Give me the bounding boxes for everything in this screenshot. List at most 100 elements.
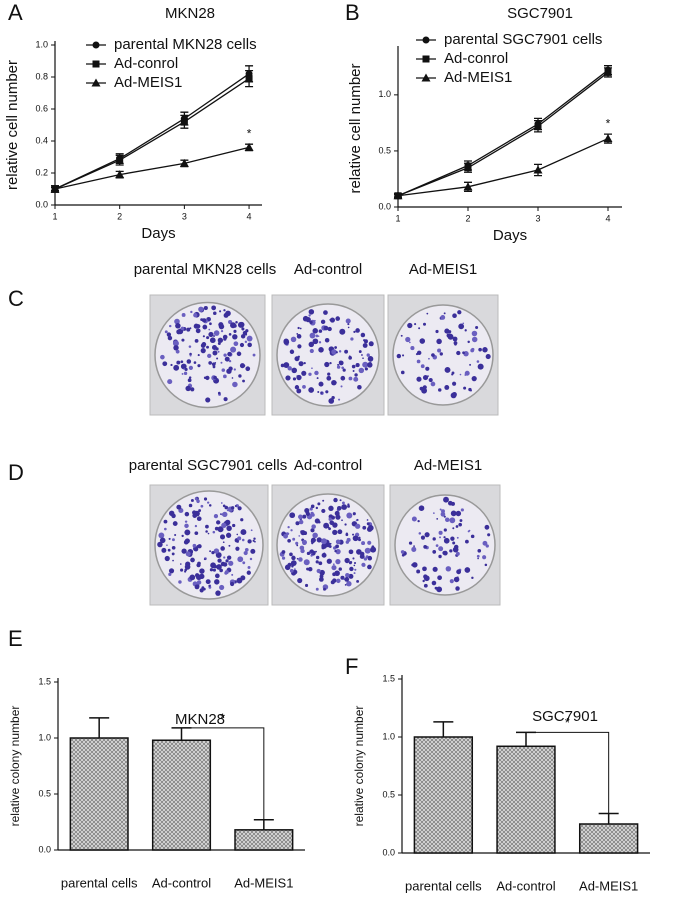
colony bbox=[353, 572, 356, 575]
x-tick-label: 3 bbox=[535, 213, 540, 223]
colony bbox=[413, 545, 415, 547]
colony bbox=[469, 363, 472, 366]
colony bbox=[236, 351, 242, 357]
colony bbox=[202, 324, 208, 330]
colony bbox=[197, 364, 201, 368]
colony bbox=[443, 536, 446, 539]
colony bbox=[455, 525, 459, 528]
colony bbox=[436, 338, 442, 345]
x-tick-label: Ad-MEIS1 bbox=[234, 875, 293, 890]
colony bbox=[171, 552, 175, 556]
colony bbox=[184, 538, 190, 544]
panel-label: A bbox=[8, 0, 23, 25]
colony bbox=[340, 385, 343, 388]
colony bbox=[311, 524, 316, 529]
marker bbox=[422, 36, 430, 44]
colony bbox=[315, 550, 317, 553]
y-tick-label: 0.2 bbox=[35, 167, 48, 177]
marker bbox=[245, 75, 253, 83]
colony bbox=[183, 368, 186, 370]
colony bbox=[437, 348, 442, 353]
colony bbox=[220, 546, 225, 551]
colony bbox=[296, 388, 302, 394]
colony bbox=[348, 376, 353, 381]
colony bbox=[210, 562, 216, 569]
colony bbox=[306, 567, 309, 571]
photo-caption: Ad-MEIS1 bbox=[414, 457, 482, 474]
colony bbox=[209, 337, 216, 344]
colony bbox=[321, 508, 326, 514]
colony bbox=[471, 330, 478, 337]
y-tick-label: 1.5 bbox=[38, 676, 51, 686]
colony bbox=[217, 558, 222, 563]
colony bbox=[344, 349, 349, 354]
colony bbox=[337, 529, 343, 535]
colony bbox=[310, 554, 313, 557]
colony bbox=[308, 372, 312, 376]
colony bbox=[199, 568, 205, 574]
colony bbox=[311, 367, 313, 370]
colony bbox=[176, 360, 181, 365]
colony bbox=[285, 375, 291, 381]
marker bbox=[421, 73, 431, 82]
colony bbox=[407, 322, 413, 329]
colony bbox=[303, 362, 306, 365]
colony bbox=[347, 326, 350, 329]
colony bbox=[252, 539, 255, 542]
x-tick-label: 4 bbox=[605, 213, 610, 223]
colony bbox=[230, 322, 236, 329]
colony bbox=[219, 513, 222, 515]
colony bbox=[301, 539, 308, 545]
colony bbox=[453, 576, 460, 583]
colony bbox=[206, 336, 210, 340]
colony bbox=[164, 330, 168, 334]
colony bbox=[452, 527, 455, 530]
colony bbox=[166, 544, 168, 546]
colony bbox=[457, 576, 459, 579]
colony bbox=[465, 539, 469, 544]
legend-label: parental MKN28 cells bbox=[114, 36, 257, 53]
series-line bbox=[54, 78, 250, 190]
colony bbox=[422, 385, 427, 390]
colony bbox=[176, 504, 182, 510]
colony bbox=[314, 518, 320, 524]
colony bbox=[462, 322, 465, 325]
colony bbox=[174, 318, 180, 325]
colony bbox=[291, 565, 294, 568]
colony bbox=[342, 368, 346, 372]
colony bbox=[209, 568, 214, 572]
colony bbox=[173, 364, 180, 371]
colony bbox=[367, 555, 373, 561]
y-tick-label: 0.5 bbox=[378, 145, 391, 155]
colony bbox=[336, 578, 341, 584]
colony bbox=[347, 323, 350, 326]
colony bbox=[443, 537, 450, 544]
colony bbox=[329, 361, 332, 365]
colony bbox=[241, 327, 245, 331]
colony bbox=[450, 502, 453, 506]
colony bbox=[367, 362, 373, 368]
colony bbox=[296, 544, 299, 547]
colony bbox=[438, 554, 442, 559]
colony bbox=[198, 306, 204, 312]
colony bbox=[460, 508, 464, 512]
colony bbox=[158, 532, 165, 539]
colony bbox=[332, 563, 335, 566]
colony bbox=[317, 390, 320, 393]
colony bbox=[164, 527, 167, 531]
colony bbox=[213, 335, 215, 337]
colony bbox=[324, 337, 330, 343]
colony bbox=[421, 506, 425, 509]
colony bbox=[161, 547, 167, 553]
marker bbox=[115, 170, 125, 179]
colony bbox=[302, 514, 307, 519]
colony bbox=[315, 334, 319, 338]
colony bbox=[247, 566, 251, 569]
colony bbox=[463, 386, 467, 390]
colony bbox=[445, 566, 452, 572]
colony bbox=[346, 537, 351, 542]
colony bbox=[310, 539, 315, 544]
colony bbox=[226, 555, 232, 560]
bar bbox=[151, 739, 212, 851]
